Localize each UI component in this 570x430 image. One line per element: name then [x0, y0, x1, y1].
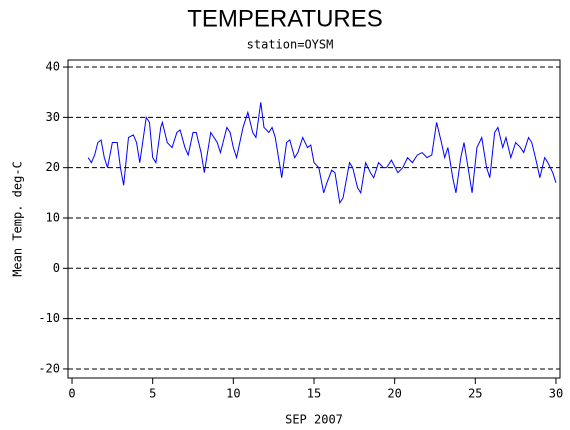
x-tick-label: 30	[549, 387, 563, 401]
x-tick-label: 5	[149, 387, 156, 401]
y-tick-label: -10	[38, 311, 60, 325]
x-tick-label: 25	[468, 387, 482, 401]
y-axis-label: Mean Temp. deg-C	[11, 161, 25, 277]
x-axis-label: SEP 2007	[285, 413, 343, 427]
y-tick-label: 40	[46, 60, 60, 74]
x-tick-label: 20	[387, 387, 401, 401]
chart-subtitle: station=OYSM	[247, 38, 334, 52]
plot-frame	[67, 59, 561, 379]
x-tick-label: 10	[226, 387, 240, 401]
temperature-line	[87, 102, 557, 205]
y-tick-label: 20	[46, 160, 60, 174]
x-tick-label: 15	[307, 387, 321, 401]
x-tick-label: 0	[68, 387, 75, 401]
y-tick-label: -20	[38, 361, 60, 375]
chart-title: TEMPERATURES	[187, 5, 383, 32]
y-tick-label: 10	[46, 210, 60, 224]
y-tick-label: 0	[53, 261, 60, 275]
y-tick-label: 30	[46, 110, 60, 124]
